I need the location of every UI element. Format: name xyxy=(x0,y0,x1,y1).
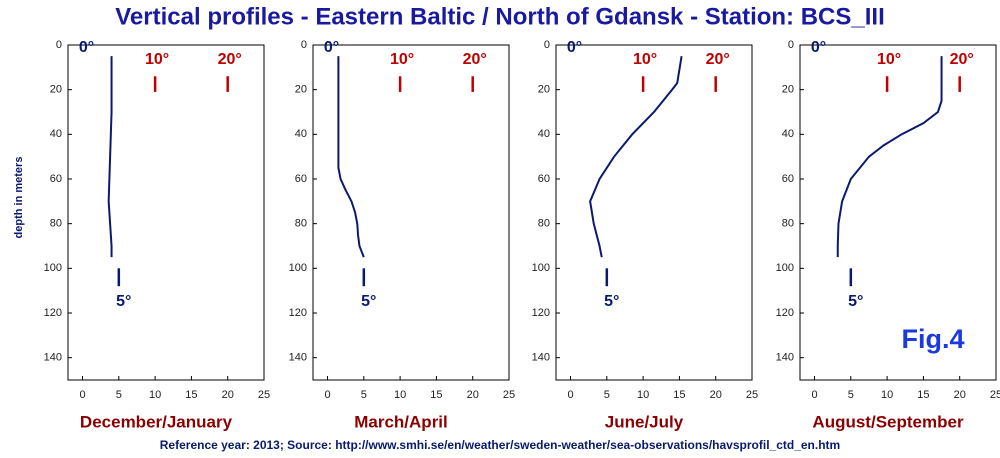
y-tick-label: 0 xyxy=(56,39,62,51)
y-tick-label: 80 xyxy=(295,218,307,230)
panel-subtitle: June/July xyxy=(605,412,684,431)
x-tick-label: 15 xyxy=(430,389,442,401)
x-tick-label: 10 xyxy=(394,389,406,401)
x-tick-label: 20 xyxy=(954,389,966,401)
y-tick-label: 80 xyxy=(538,218,550,230)
x-tick-label: 25 xyxy=(990,389,1000,401)
x-tick-label: 0 xyxy=(324,389,330,401)
y-tick-label: 60 xyxy=(50,173,62,185)
annotation: 5° xyxy=(116,293,131,310)
x-tick-label: 20 xyxy=(222,389,234,401)
y-tick-label: 20 xyxy=(538,84,550,96)
y-tick-label: 60 xyxy=(538,173,550,185)
y-tick-label: 40 xyxy=(538,128,550,140)
panel-subtitle: March/April xyxy=(354,412,448,431)
figure-label: Fig.4 xyxy=(901,324,964,354)
y-tick-label: 140 xyxy=(776,352,794,364)
annotation: 5° xyxy=(604,293,619,310)
y-tick-label: 0 xyxy=(788,39,794,51)
y-axis-label: depth in meters xyxy=(13,157,25,239)
x-tick-label: 0 xyxy=(79,389,85,401)
y-tick-label: 100 xyxy=(289,262,307,274)
source-note: Reference year: 2013; Source: http://www… xyxy=(160,438,840,452)
y-tick-label: 80 xyxy=(782,218,794,230)
annotation: 5° xyxy=(361,293,376,310)
plot-frame xyxy=(312,44,510,381)
panel-subtitle: August/September xyxy=(812,412,964,431)
annotation: 5° xyxy=(848,293,863,310)
plot-frame xyxy=(799,44,997,381)
y-tick-label: 40 xyxy=(782,128,794,140)
y-tick-label: 100 xyxy=(44,262,62,274)
x-tick-label: 20 xyxy=(710,389,722,401)
y-tick-label: 40 xyxy=(295,128,307,140)
y-tick-label: 120 xyxy=(532,307,550,319)
x-tick-label: 15 xyxy=(917,389,929,401)
x-tick-label: 25 xyxy=(746,389,758,401)
y-tick-label: 80 xyxy=(50,218,62,230)
y-tick-label: 40 xyxy=(50,128,62,140)
y-tick-label: 120 xyxy=(776,307,794,319)
y-tick-label: 120 xyxy=(289,307,307,319)
annotation: 10° xyxy=(877,51,901,68)
y-tick-label: 20 xyxy=(50,84,62,96)
profile-line xyxy=(589,56,683,258)
y-tick-label: 100 xyxy=(532,262,550,274)
x-tick-label: 10 xyxy=(881,389,893,401)
x-tick-label: 10 xyxy=(637,389,649,401)
profile-line xyxy=(337,56,365,258)
annotation: 0° xyxy=(79,39,94,56)
x-tick-label: 10 xyxy=(149,389,161,401)
y-tick-label: 60 xyxy=(782,173,794,185)
x-tick-label: 20 xyxy=(467,389,479,401)
y-tick-label: 20 xyxy=(782,84,794,96)
figure-title: Vertical profiles - Eastern Baltic / Nor… xyxy=(115,3,885,30)
profile-line xyxy=(836,56,943,258)
y-tick-label: 60 xyxy=(295,173,307,185)
y-tick-label: 140 xyxy=(44,352,62,364)
x-tick-label: 25 xyxy=(503,389,515,401)
x-tick-label: 25 xyxy=(258,389,270,401)
profile-line xyxy=(107,56,113,258)
x-tick-label: 5 xyxy=(604,389,610,401)
annotation: 0° xyxy=(324,39,339,56)
plot-frame xyxy=(555,44,753,381)
x-tick-label: 5 xyxy=(116,389,122,401)
y-tick-label: 140 xyxy=(289,352,307,364)
annotation: 20° xyxy=(463,51,487,68)
y-tick-label: 0 xyxy=(544,39,550,51)
x-tick-label: 0 xyxy=(811,389,817,401)
x-tick-label: 15 xyxy=(673,389,685,401)
y-tick-label: 20 xyxy=(295,84,307,96)
annotation: 20° xyxy=(950,51,974,68)
x-tick-label: 5 xyxy=(361,389,367,401)
plot-frame xyxy=(67,44,265,381)
annotation: 20° xyxy=(706,51,730,68)
x-tick-label: 15 xyxy=(185,389,197,401)
x-tick-label: 0 xyxy=(567,389,573,401)
annotation: 0° xyxy=(811,39,826,56)
y-tick-label: 120 xyxy=(44,307,62,319)
y-tick-label: 100 xyxy=(776,262,794,274)
y-tick-label: 0 xyxy=(301,39,307,51)
y-tick-label: 140 xyxy=(532,352,550,364)
x-tick-label: 5 xyxy=(848,389,854,401)
annotation: 10° xyxy=(390,51,414,68)
panel-subtitle: December/January xyxy=(80,412,233,431)
annotation: 20° xyxy=(218,51,242,68)
annotation: 10° xyxy=(145,51,169,68)
annotation: 10° xyxy=(633,51,657,68)
annotation: 0° xyxy=(567,39,582,56)
